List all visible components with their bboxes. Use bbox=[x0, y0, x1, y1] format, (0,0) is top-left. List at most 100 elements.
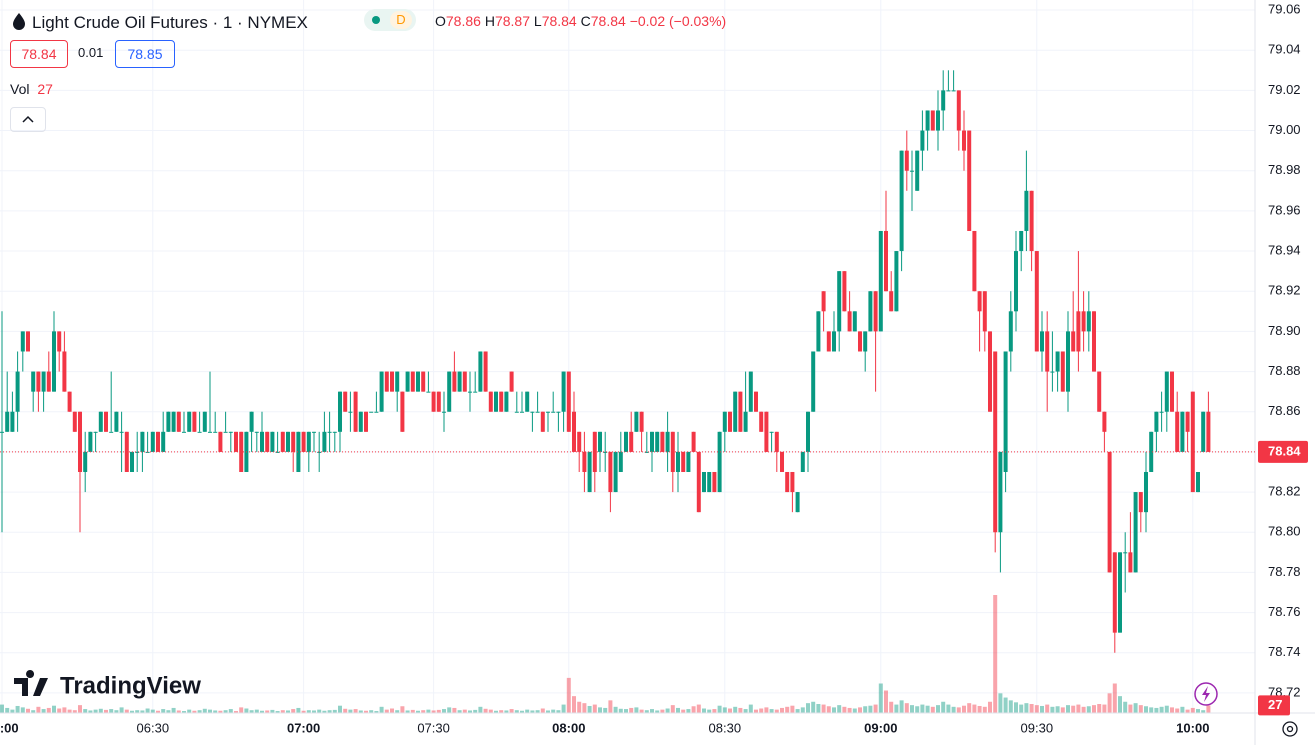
volume-bar bbox=[1175, 708, 1180, 713]
sell-button[interactable]: 78.84 bbox=[10, 40, 68, 68]
volume-bar bbox=[1071, 705, 1076, 713]
candle-body bbox=[431, 391, 436, 412]
status-pill[interactable]: D bbox=[364, 9, 416, 31]
candle-body bbox=[873, 291, 878, 332]
candle-body bbox=[88, 431, 93, 452]
candle-body bbox=[551, 411, 556, 413]
volume-bar bbox=[764, 707, 769, 713]
candle-body bbox=[353, 391, 358, 432]
volume-bar bbox=[795, 709, 800, 713]
candle-body bbox=[291, 431, 296, 452]
candle-body bbox=[1175, 411, 1180, 452]
candle-body bbox=[993, 351, 998, 533]
grid bbox=[0, 0, 1255, 713]
candle-body bbox=[707, 471, 712, 493]
symbol-icon bbox=[13, 13, 25, 30]
volume-bar bbox=[176, 710, 181, 713]
x-tick-label: 09:00 bbox=[864, 720, 897, 735]
settings-icon-center[interactable] bbox=[1286, 725, 1294, 733]
buy-button[interactable]: 78.85 bbox=[115, 40, 175, 68]
candle-body bbox=[1180, 411, 1185, 452]
volume-bar bbox=[280, 710, 285, 713]
x-tick-label: 10:00 bbox=[1176, 720, 1209, 735]
volume-bar bbox=[1196, 709, 1200, 713]
volume-bar bbox=[1149, 707, 1154, 713]
candle-body bbox=[98, 411, 103, 432]
volume-bar bbox=[483, 708, 488, 713]
volume-bar bbox=[327, 710, 332, 713]
candle-body bbox=[317, 451, 322, 453]
candle-body bbox=[1003, 351, 1008, 472]
candle-body bbox=[83, 451, 88, 472]
candle-body bbox=[275, 451, 280, 453]
volume-bar bbox=[270, 709, 275, 713]
candle-body bbox=[577, 431, 582, 452]
market-status-dot bbox=[372, 16, 380, 24]
volume-bar bbox=[894, 704, 899, 713]
candle-body bbox=[1055, 351, 1060, 372]
candle-body bbox=[1081, 311, 1086, 332]
x-tick-label: 06:30 bbox=[137, 720, 170, 735]
candle-body bbox=[1206, 411, 1211, 452]
candle-body bbox=[182, 431, 186, 433]
volume-bar bbox=[520, 710, 524, 713]
volume-bar bbox=[291, 709, 296, 713]
volume-bar bbox=[395, 710, 400, 713]
candle-body bbox=[301, 431, 306, 452]
volume-bar bbox=[639, 709, 644, 713]
candle-body bbox=[41, 371, 46, 392]
settings-button[interactable] bbox=[1282, 721, 1298, 737]
volume-bar bbox=[364, 710, 368, 713]
candle-body bbox=[598, 431, 602, 452]
volume-bar bbox=[998, 693, 1003, 713]
volume-bar bbox=[655, 710, 660, 713]
candle-body bbox=[223, 431, 228, 433]
volume-bar bbox=[426, 709, 431, 713]
symbol-title[interactable]: Light Crude Oil Futures · 1 · NYMEX bbox=[32, 13, 308, 32]
volume-bar bbox=[837, 705, 842, 713]
chevron-icon[interactable] bbox=[11, 108, 45, 131]
volume-bar bbox=[457, 710, 462, 713]
volume-bar bbox=[301, 710, 306, 713]
candle-body bbox=[31, 371, 36, 392]
settings-icon[interactable] bbox=[1282, 721, 1298, 737]
volume-bar bbox=[1123, 701, 1128, 713]
candle-body bbox=[156, 431, 160, 452]
volume-bar bbox=[26, 708, 30, 713]
volume-bar bbox=[421, 710, 426, 713]
collapse-button[interactable] bbox=[10, 107, 46, 132]
volume-bar bbox=[499, 710, 504, 713]
lightning-icon[interactable] bbox=[1202, 686, 1210, 702]
volume-bar bbox=[124, 709, 129, 713]
delay-badge: D bbox=[390, 11, 412, 29]
ohlc-legend: O78.86 H78.87 L78.84 C78.84 −0.02 (−0.03… bbox=[435, 11, 726, 31]
candle-body bbox=[114, 411, 119, 432]
candle-body bbox=[504, 391, 509, 412]
candle-body bbox=[1040, 331, 1044, 352]
lightning-circle[interactable] bbox=[1194, 682, 1218, 706]
volume-bar bbox=[343, 708, 348, 713]
volume-bar bbox=[832, 707, 836, 713]
volume-bar bbox=[20, 707, 25, 713]
volume-bar bbox=[135, 710, 140, 713]
volume-bar bbox=[1164, 705, 1169, 713]
change-value: −0.02 (−0.03%) bbox=[629, 13, 727, 29]
candle-body bbox=[988, 331, 992, 412]
volume-bar bbox=[977, 705, 982, 713]
x-tick-label: 08:30 bbox=[709, 720, 742, 735]
volume-bar bbox=[842, 706, 847, 713]
candle-body bbox=[26, 331, 30, 352]
ohlc-value: 78.86 bbox=[445, 13, 481, 29]
candle-body bbox=[374, 411, 379, 413]
candle-body bbox=[462, 371, 467, 392]
candle-body bbox=[826, 331, 831, 352]
volume-bar bbox=[234, 711, 238, 713]
ohlc-value: 78.84 bbox=[590, 13, 626, 29]
lightning-button[interactable] bbox=[1194, 682, 1218, 706]
candle-body bbox=[249, 411, 254, 432]
x-tick-label: 07:00 bbox=[287, 720, 320, 735]
candle-body bbox=[930, 110, 935, 131]
candle-body bbox=[878, 230, 883, 332]
volume-bar bbox=[728, 708, 732, 713]
candle-body bbox=[1076, 311, 1081, 352]
